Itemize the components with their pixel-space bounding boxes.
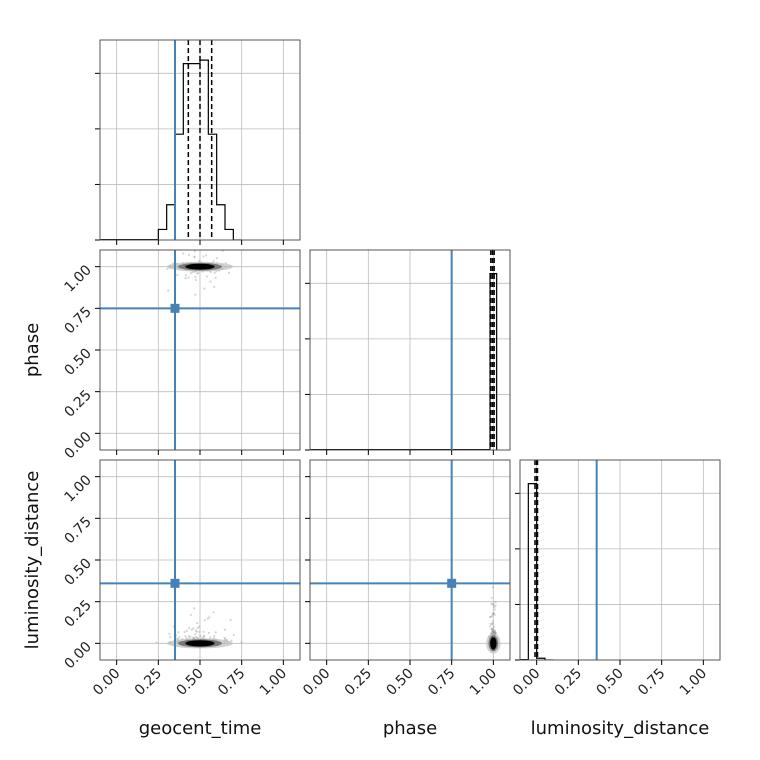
x-tick-label: 0.50 <box>383 666 416 699</box>
truth-marker <box>170 303 180 313</box>
x-tick-label: 0.00 <box>510 666 543 699</box>
x-tick-label: 0.00 <box>90 666 123 699</box>
density-core <box>185 263 215 270</box>
y-tick-label: 0.25 <box>61 597 94 630</box>
histogram-phase <box>489 273 498 450</box>
y-axis-label-luminosity_distance: luminosity_distance <box>22 471 43 650</box>
y-tick-label: 0.75 <box>61 514 94 547</box>
y-tick-label: 0.75 <box>61 304 94 337</box>
x-axis-label-geocent_time: geocent_time <box>139 718 262 739</box>
y-tick-label: 0.00 <box>61 639 94 672</box>
x-tick-label: 0.75 <box>215 666 248 699</box>
x-tick-label: 0.00 <box>300 666 333 699</box>
panel-phase-phase <box>305 249 511 455</box>
x-tick-label: 0.25 <box>342 666 375 699</box>
truth-marker <box>447 578 457 588</box>
histogram-geocent_time <box>157 59 242 240</box>
x-tick-label: 1.00 <box>677 666 710 699</box>
panel-geocent_time-phase: 0.00 0.25 0.50 0.75 1.00 <box>61 249 301 462</box>
y-tick-label: 0.00 <box>61 429 94 462</box>
y-tick-label: 0.50 <box>61 556 94 589</box>
y-tick-label: 0.50 <box>61 346 94 379</box>
panel-geocent_time-luminosity_distance: 0.00 0.25 0.50 0.75 1.000.000.250.500.751.00 <box>61 459 301 699</box>
x-axis-label-luminosity_distance: luminosity_distance <box>531 718 710 739</box>
x-tick-label: 0.75 <box>635 666 668 699</box>
panel-phase-luminosity_distance: 0.00 0.25 0.50 0.75 1.00 <box>300 459 511 699</box>
x-tick-label: 0.25 <box>132 666 165 699</box>
x-tick-label: 1.00 <box>257 666 290 699</box>
panel-geocent_time-geocent_time <box>95 39 301 245</box>
y-axis-label-phase: phase <box>22 323 43 377</box>
x-axis-label-phase: phase <box>383 718 437 739</box>
sample-cloud <box>155 607 243 649</box>
y-tick-label: 1.00 <box>61 472 94 505</box>
density-core <box>490 637 497 650</box>
x-tick-label: 0.25 <box>552 666 585 699</box>
truth-marker <box>170 578 180 588</box>
x-tick-label: 0.75 <box>425 666 458 699</box>
x-tick-label: 0.50 <box>593 666 626 699</box>
histogram-luminosity_distance <box>527 483 554 660</box>
x-tick-label: 1.00 <box>467 666 500 699</box>
x-tick-label: 0.50 <box>173 666 206 699</box>
sample-cloud <box>486 586 501 654</box>
y-tick-label: 0.25 <box>61 387 94 420</box>
sample-cloud <box>166 250 233 296</box>
y-tick-label: 1.00 <box>61 262 94 295</box>
density-core <box>185 640 215 647</box>
panel-luminosity_distance-luminosity_distance: 0.00 0.25 0.50 0.75 1.00 <box>510 459 721 699</box>
